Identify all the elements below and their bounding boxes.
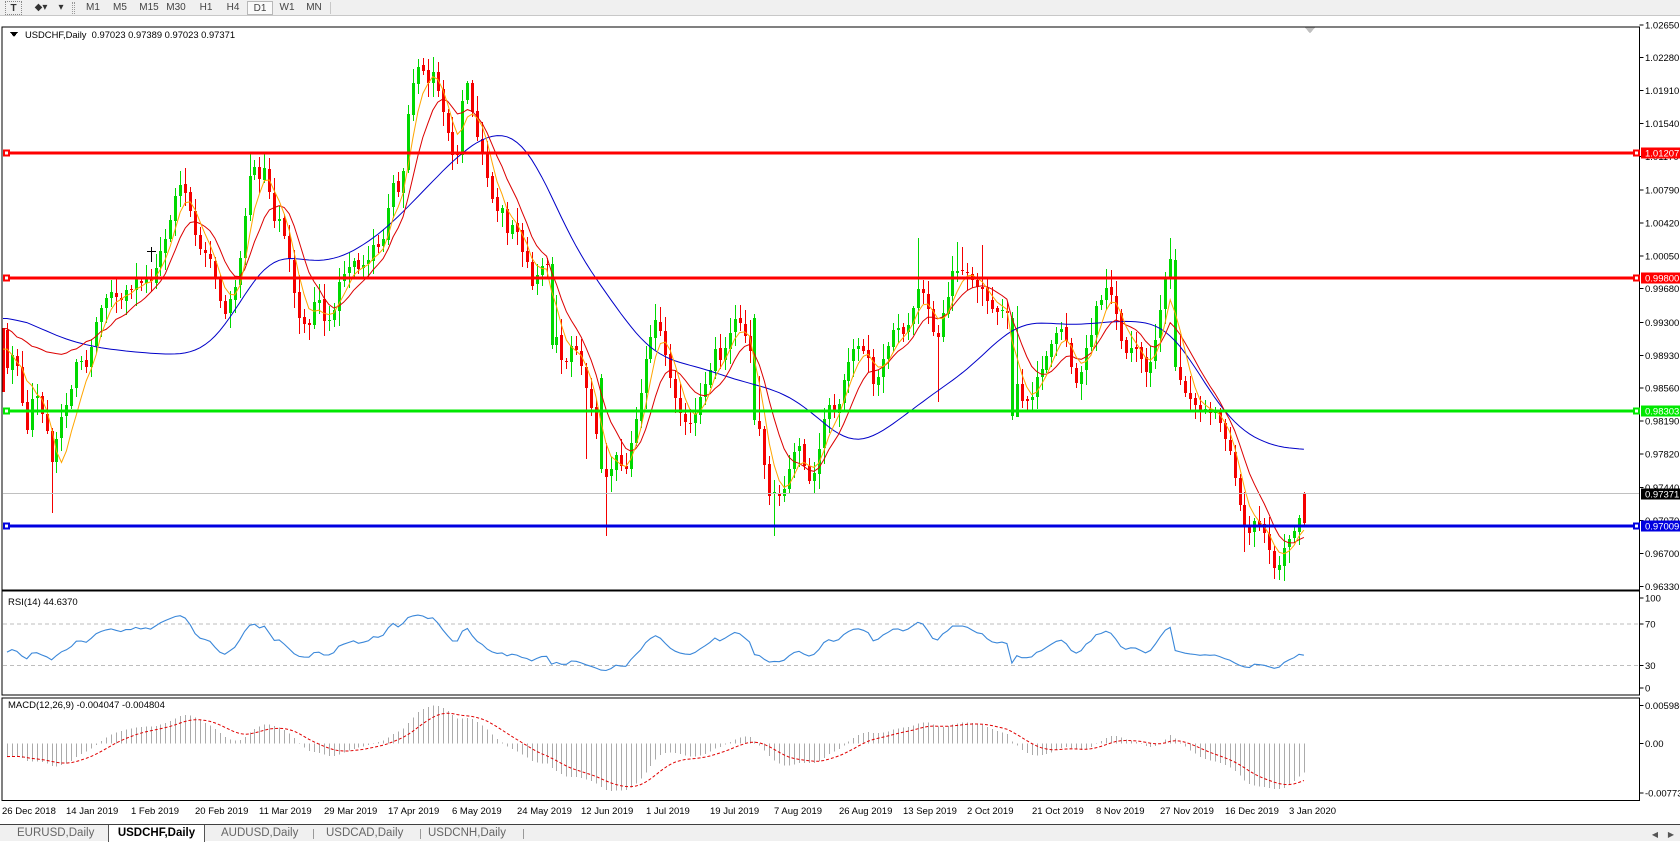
svg-text:0.97009: 0.97009 — [1645, 522, 1679, 533]
svg-text:0.97371: 0.97371 — [1645, 489, 1679, 500]
svg-text:1.01207: 1.01207 — [1645, 149, 1679, 160]
svg-text:1.00790: 1.00790 — [1645, 186, 1679, 197]
svg-text:6 May 2019: 6 May 2019 — [452, 806, 502, 817]
svg-text:USDCHF,Daily 0.97023 0.97389: USDCHF,Daily 0.97023 0.97389 0.97023 0.9… — [25, 29, 235, 40]
svg-text:0.99680: 0.99680 — [1645, 284, 1679, 295]
svg-text:0.99300: 0.99300 — [1645, 318, 1679, 329]
svg-text:1.00050: 1.00050 — [1645, 251, 1679, 262]
svg-text:29 Mar 2019: 29 Mar 2019 — [324, 806, 377, 817]
svg-text:24 May 2019: 24 May 2019 — [517, 806, 572, 817]
svg-text:100: 100 — [1645, 594, 1661, 605]
svg-text:8 Nov 2019: 8 Nov 2019 — [1096, 806, 1145, 817]
svg-text:70: 70 — [1645, 620, 1656, 631]
svg-text:0.99800: 0.99800 — [1645, 274, 1679, 285]
svg-text:0.98560: 0.98560 — [1645, 384, 1679, 395]
svg-text:27 Nov 2019: 27 Nov 2019 — [1160, 806, 1214, 817]
svg-text:11 Mar 2019: 11 Mar 2019 — [259, 806, 312, 817]
svg-text:1.01910: 1.01910 — [1645, 86, 1679, 97]
svg-text:0.96330: 0.96330 — [1645, 582, 1679, 593]
svg-text:0.96700: 0.96700 — [1645, 549, 1679, 560]
svg-text:13 Sep 2019: 13 Sep 2019 — [903, 806, 957, 817]
svg-text:0.98303: 0.98303 — [1645, 407, 1679, 418]
svg-text:26 Aug 2019: 26 Aug 2019 — [839, 806, 892, 817]
svg-text:0.97820: 0.97820 — [1645, 449, 1679, 460]
svg-text:3 Jan 2020: 3 Jan 2020 — [1289, 806, 1336, 817]
svg-text:0.98930: 0.98930 — [1645, 351, 1679, 362]
svg-text:RSI(14) 44.6370: RSI(14) 44.6370 — [8, 597, 78, 608]
svg-text:1.00420: 1.00420 — [1645, 218, 1679, 229]
svg-text:1 Jul 2019: 1 Jul 2019 — [646, 806, 690, 817]
svg-text:1.01540: 1.01540 — [1645, 119, 1679, 130]
svg-text:2 Oct 2019: 2 Oct 2019 — [967, 806, 1013, 817]
svg-text:-0.00773: -0.00773 — [1645, 788, 1680, 799]
svg-text:1.02650: 1.02650 — [1645, 20, 1679, 31]
svg-text:1.02280: 1.02280 — [1645, 53, 1679, 64]
svg-text:16 Dec 2019: 16 Dec 2019 — [1225, 806, 1279, 817]
svg-text:12 Jun 2019: 12 Jun 2019 — [581, 806, 633, 817]
svg-text:0.98190: 0.98190 — [1645, 417, 1679, 428]
svg-text:19 Jul 2019: 19 Jul 2019 — [710, 806, 759, 817]
svg-text:7 Aug 2019: 7 Aug 2019 — [774, 806, 822, 817]
svg-text:26 Dec 2018: 26 Dec 2018 — [2, 806, 56, 817]
svg-text:20 Feb 2019: 20 Feb 2019 — [195, 806, 248, 817]
svg-text:0.00: 0.00 — [1645, 739, 1664, 750]
svg-text:MACD(12,26,9) -0.004047 -0.004: MACD(12,26,9) -0.004047 -0.004804 — [8, 700, 165, 711]
svg-text:0.005986: 0.005986 — [1645, 701, 1680, 712]
svg-text:17 Apr 2019: 17 Apr 2019 — [388, 806, 439, 817]
svg-text:1 Feb 2019: 1 Feb 2019 — [131, 806, 179, 817]
svg-text:0: 0 — [1645, 684, 1650, 695]
svg-text:30: 30 — [1645, 661, 1656, 672]
svg-text:21 Oct 2019: 21 Oct 2019 — [1032, 806, 1084, 817]
svg-text:14 Jan 2019: 14 Jan 2019 — [66, 806, 118, 817]
